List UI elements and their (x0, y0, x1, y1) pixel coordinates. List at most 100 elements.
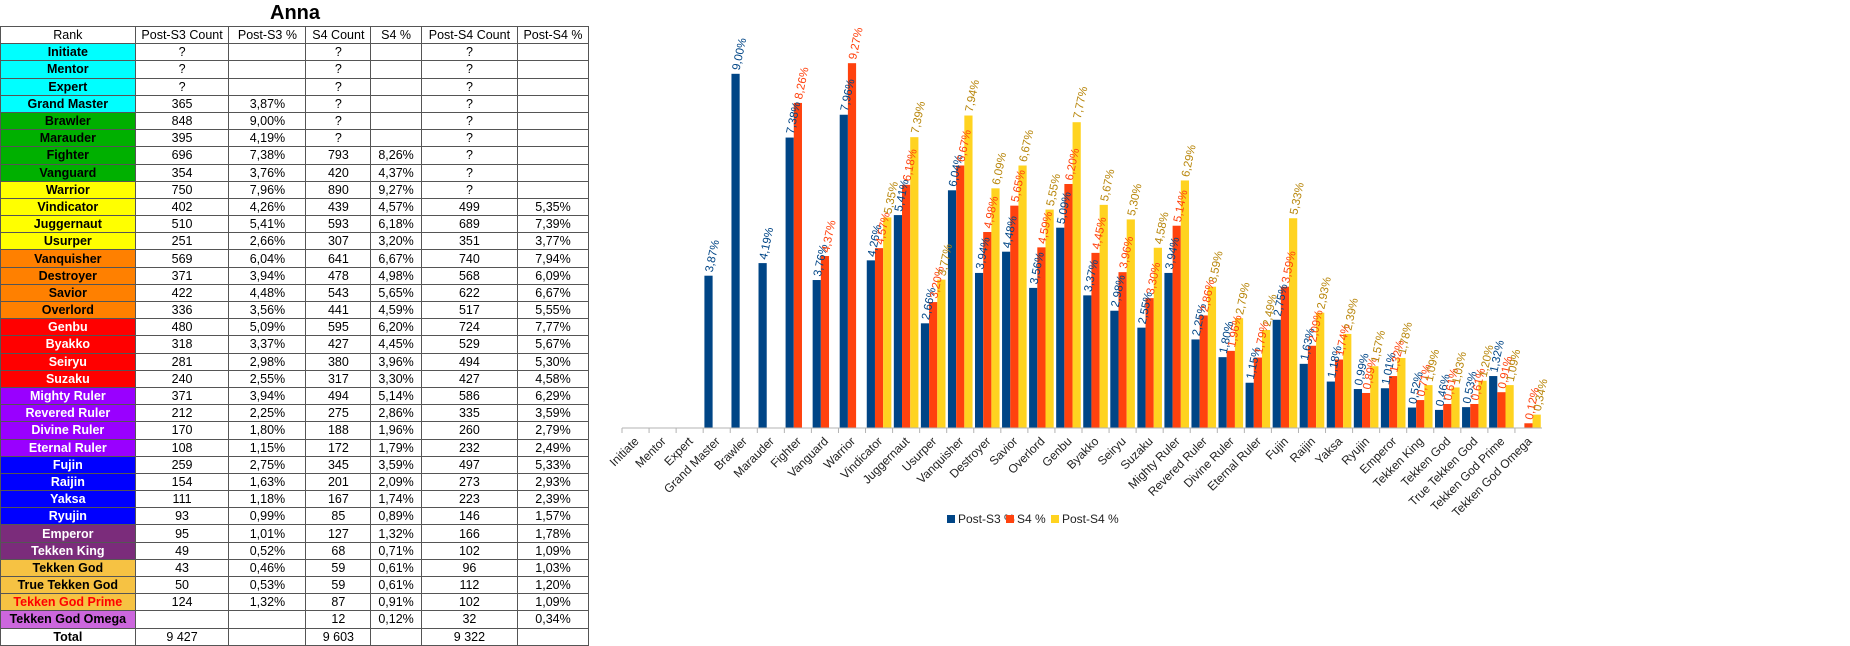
bar-post-s3- (1191, 339, 1200, 428)
rank-name-cell: Ryujin (0, 507, 136, 526)
post-s4-count-cell: 622 (420, 283, 519, 303)
post-s3-percent-cell: 2,98% (228, 352, 307, 371)
post-s3-count-cell: 510 (134, 215, 230, 234)
bar-s4- (1118, 272, 1127, 428)
post-s3-percent-cell: 1,32% (228, 593, 307, 612)
post-s3-count-cell: 480 (134, 318, 230, 337)
post-s3-count-cell: 750 (134, 180, 230, 199)
post-s3-percent-cell: 5,09% (228, 318, 307, 337)
bar-data-label: 6,67% (1018, 129, 1037, 163)
bar-data-label: 5,33% (1288, 181, 1307, 215)
bar-post-s3- (947, 190, 957, 428)
s4-count-cell: 595 (305, 318, 372, 337)
post-s4-percent-cell: 6,67% (517, 283, 589, 303)
post-s4-count-cell: 232 (420, 438, 519, 457)
post-s3-count-cell: 354 (134, 163, 230, 182)
post-s3-percent-cell: 1,18% (228, 490, 307, 509)
post-s3-percent-cell: 6,04% (228, 249, 307, 268)
post-s4-percent-cell: 1,09% (517, 541, 589, 560)
post-s4-count-cell: 568 (420, 266, 519, 285)
post-s3-count-cell: 95 (134, 524, 230, 543)
post-s4-percent-cell: 1,20% (517, 575, 589, 595)
post-s4-count-cell: 427 (420, 369, 519, 388)
table-row: Divine Ruler 170 1,80% 188 1,96% 260 2,79% (0, 421, 589, 440)
bar-post-s3- (920, 323, 930, 428)
s4-percent-cell: 4,45% (370, 335, 422, 354)
table-row: Yaksa 111 1,18% 167 1,74% 223 2,39% (0, 490, 589, 509)
rank-name-cell: True Tekken God (0, 575, 136, 595)
header-rank: Rank (0, 25, 136, 45)
bar-post-s3- (1083, 295, 1092, 428)
bar-s4- (847, 63, 857, 429)
s4-percent-cell: 9,27% (370, 180, 422, 199)
s4-percent-cell: 0,71% (370, 541, 422, 560)
post-s3-percent-cell: 1,01% (228, 524, 307, 543)
s4-percent-cell: 2,86% (370, 404, 422, 423)
s4-percent-cell (370, 129, 422, 148)
rank-name-cell: Overlord (0, 300, 136, 320)
post-s3-count-cell: 371 (134, 386, 230, 406)
s4-percent-cell (370, 111, 422, 131)
s4-percent-cell (370, 43, 422, 62)
legend-swatch (947, 515, 955, 523)
bar-s4- (1172, 225, 1181, 428)
bar-post-s4- (1261, 330, 1271, 428)
s4-count-cell: 494 (305, 386, 372, 406)
post-s3-percent-cell: 4,26% (228, 197, 307, 217)
bar-data-label: 5,30% (1126, 183, 1145, 217)
s4-percent-cell: 5,14% (370, 386, 422, 406)
post-s4-count-cell: ? (420, 60, 519, 79)
bar-data-label: 1,09% (1505, 348, 1524, 382)
bar-data-label: 7,39% (910, 100, 929, 134)
post-s4-percent-cell: 5,30% (517, 352, 589, 371)
bar-data-label: 9,27% (847, 26, 866, 60)
table-row: Seiryu 281 2,98% 380 3,96% 494 5,30% (0, 352, 589, 371)
x-tick-label: Mentor (632, 434, 668, 470)
post-s4-percent-cell: 7,39% (517, 215, 589, 234)
post-s4-percent-cell (517, 60, 589, 79)
s4-count-cell: 172 (305, 438, 372, 457)
table-row: Grand Master 365 3,87%?? (0, 94, 589, 113)
post-s4-percent-cell (517, 94, 589, 113)
bar-s4- (1416, 400, 1425, 428)
bar-s4- (1307, 345, 1317, 428)
bar-s4- (1037, 247, 1046, 428)
post-s3-count-cell: 569 (134, 249, 230, 268)
post-s4-count-cell: ? (420, 180, 519, 199)
post-s3-count-cell: 365 (134, 94, 230, 113)
bar-data-label: 7,77% (1072, 85, 1091, 119)
chart-legend: Post-S3 % S4 % Post-S4 % (947, 512, 1119, 526)
post-s3-count-cell: 251 (134, 232, 230, 251)
post-s3-percent-cell: 3,94% (228, 386, 307, 406)
post-s3-count-cell: ? (134, 43, 230, 62)
bar-post-s3- (785, 137, 794, 428)
s4-percent-cell: 3,59% (370, 455, 422, 474)
bar-post-s4- (1072, 122, 1081, 429)
post-s3-count-cell: ? (134, 60, 230, 79)
bar-post-s4- (1153, 247, 1162, 428)
post-s3-percent-cell: 0,99% (228, 507, 307, 526)
total-empty-cell (228, 627, 307, 646)
post-s3-count-cell: ? (134, 77, 230, 96)
rank-name-cell: Tekken God (0, 558, 136, 578)
post-s4-count-cell: 32 (420, 610, 519, 629)
table-row: Marauder 395 4,19%?? (0, 129, 589, 148)
bar-post-s3- (1110, 310, 1119, 428)
bar-s4- (874, 248, 884, 428)
s4-percent-cell: 1,32% (370, 524, 422, 543)
post-s4-count-cell: 586 (420, 386, 519, 406)
legend-swatch (1006, 515, 1014, 523)
bar-s4- (793, 102, 802, 429)
post-s4-percent-cell: 2,49% (517, 438, 589, 457)
bar-s4- (1389, 376, 1398, 428)
bar-post-s3- (839, 114, 848, 429)
bar-s4- (1362, 392, 1371, 428)
bar-post-s4- (1126, 219, 1135, 428)
table-row: Juggernaut 510 5,41% 593 6,18% 689 7,39% (0, 215, 589, 234)
bar-post-s3- (1218, 357, 1227, 428)
s4-count-cell: 427 (305, 335, 372, 354)
bar-s4- (1253, 357, 1262, 428)
post-s3-percent-cell: 3,87% (228, 94, 307, 113)
total-empty-cell (370, 627, 422, 646)
s4-percent-cell: 0,61% (370, 575, 422, 595)
